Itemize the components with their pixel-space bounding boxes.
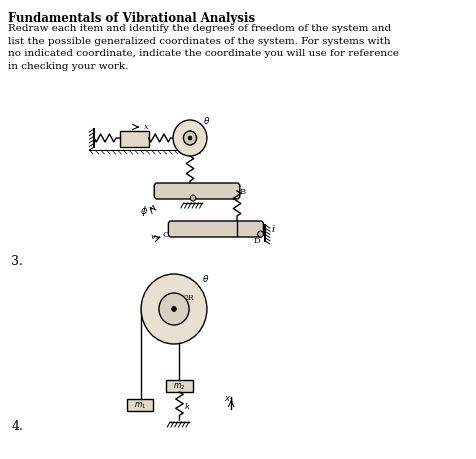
Text: i: i	[272, 225, 275, 234]
Text: R: R	[179, 302, 185, 310]
Circle shape	[190, 196, 196, 202]
Text: $m_2$: $m_2$	[173, 381, 186, 392]
Text: $m_1$: $m_1$	[134, 400, 146, 410]
Text: $\theta$: $\theta$	[203, 115, 210, 126]
Text: $x_1$: $x_1$	[224, 394, 234, 404]
Text: 4.: 4.	[11, 419, 23, 432]
Text: C: C	[163, 230, 169, 239]
Text: k: k	[184, 402, 189, 410]
Circle shape	[159, 293, 189, 325]
FancyBboxPatch shape	[169, 222, 263, 237]
Text: $\phi$: $\phi$	[140, 203, 148, 218]
Bar	[127, 399, 153, 411]
Circle shape	[183, 132, 197, 146]
Text: Redraw each item and identify the degrees of freedom of the system and
list the : Redraw each item and identify the degree…	[8, 24, 398, 70]
Text: ≡: ≡	[167, 306, 172, 312]
Text: D: D	[253, 236, 260, 245]
Circle shape	[173, 121, 207, 157]
Text: Fundamentals of Vibrational Analysis: Fundamentals of Vibrational Analysis	[8, 12, 255, 25]
Text: $\theta$: $\theta$	[202, 272, 209, 283]
Text: v: v	[150, 233, 155, 241]
Circle shape	[141, 274, 207, 344]
Bar	[166, 380, 193, 392]
Circle shape	[172, 307, 176, 312]
Text: A: A	[149, 203, 155, 212]
Circle shape	[258, 231, 263, 237]
FancyBboxPatch shape	[154, 184, 240, 200]
Circle shape	[188, 137, 192, 141]
Text: 3.: 3.	[11, 254, 23, 268]
Text: 2R: 2R	[184, 293, 194, 301]
Bar	[120, 132, 149, 148]
Text: B: B	[240, 188, 246, 196]
Text: x: x	[144, 123, 149, 131]
